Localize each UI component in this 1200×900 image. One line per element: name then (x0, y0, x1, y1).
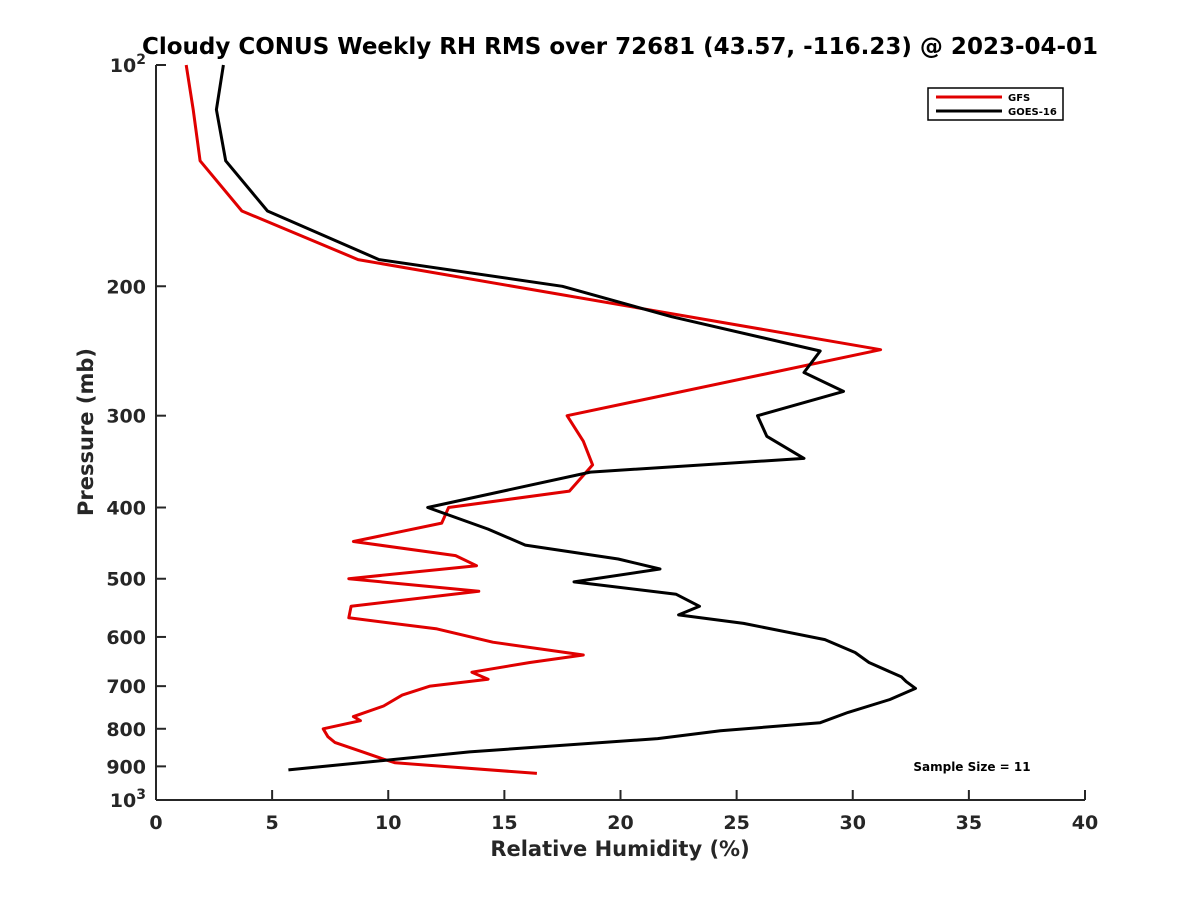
x-tick-label: 15 (491, 812, 517, 834)
legend-box (927, 87, 1064, 121)
y-tick-label: 102 (110, 52, 146, 77)
x-tick-label: 40 (1072, 812, 1098, 834)
x-tick-label: 20 (607, 812, 633, 834)
y-tick-label: 600 (106, 627, 146, 649)
y-tick-label: 500 (106, 569, 146, 591)
series-line-gfs (184, 64, 883, 775)
y-tick-label: 200 (106, 276, 146, 298)
sample-size-annotation: Sample Size = 11 (913, 760, 1030, 774)
x-tick-label: 30 (840, 812, 866, 834)
axes: 0 5 10 15 20 25 30 35 40 200 300 400 500 600 700 800 900… (106, 52, 1098, 834)
x-tick-label: 25 (723, 812, 749, 834)
legend-label: GFS (1008, 93, 1030, 104)
y-tick-label: 900 (106, 756, 146, 778)
y-tick-label: 103 (110, 787, 146, 812)
x-tick-label: 0 (149, 812, 162, 834)
x-tick-label: 35 (956, 812, 982, 834)
y-axis-label: Pressure (mb) (74, 348, 98, 516)
y-tick-label: 800 (106, 719, 146, 741)
legend-label: GOES-16 (1008, 107, 1057, 118)
x-tick-label: 5 (266, 812, 279, 834)
chart-title: Cloudy CONUS Weekly RH RMS over 72681 (4… (142, 34, 1098, 60)
x-tick-label: 10 (375, 812, 401, 834)
y-tick-label: 700 (106, 676, 146, 698)
legend: GFS GOES-16 (927, 87, 1064, 121)
x-axis-label: Relative Humidity (%) (490, 837, 749, 861)
y-tick-label: 400 (106, 498, 146, 520)
series-layer (184, 64, 917, 775)
series-line-goes-16 (214, 64, 917, 772)
y-tick-label: 300 (106, 406, 146, 428)
